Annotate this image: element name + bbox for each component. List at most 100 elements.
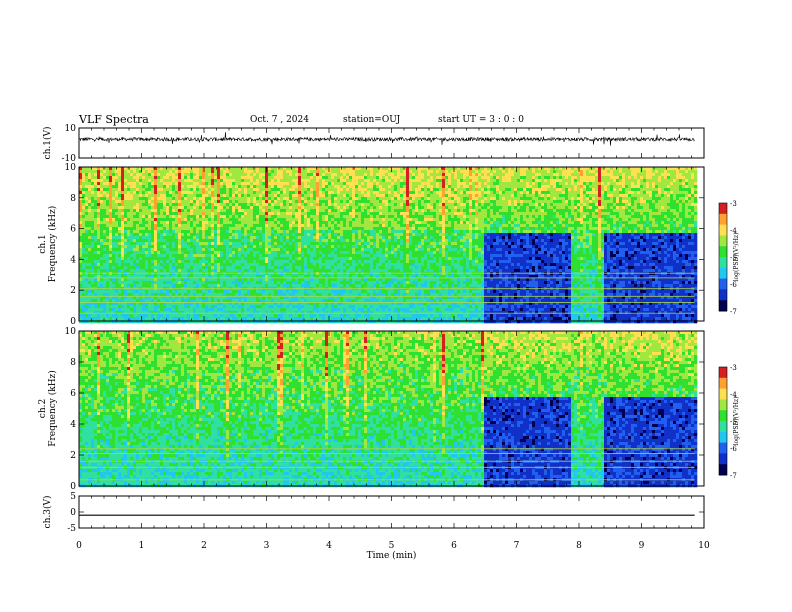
spectrogram-cell [283, 284, 287, 288]
spectrogram-cell [178, 167, 182, 171]
spectrogram-cell [163, 200, 167, 204]
spectrogram-cell [94, 203, 98, 207]
spectrogram-cell [112, 230, 116, 234]
spectrogram-cell [226, 206, 230, 210]
spectrogram-cell [208, 293, 212, 297]
spectrogram-cell [295, 305, 299, 309]
spectrogram-cell [103, 260, 107, 264]
spectrogram-cell [88, 167, 92, 171]
spectrogram-cell [244, 314, 248, 318]
spectrogram-cell [244, 320, 248, 324]
spectrogram-cell [343, 302, 347, 306]
spectrogram-cell [97, 296, 101, 300]
spectrogram-cell [142, 185, 146, 189]
spectrogram-cell [328, 215, 332, 219]
spectrogram-cell [199, 305, 203, 309]
spectrogram-cell [238, 260, 242, 264]
spectrogram-cell [193, 275, 197, 279]
spectrogram-cell [202, 245, 206, 249]
spectrogram-cell [328, 182, 332, 186]
spectrogram-cell [178, 170, 182, 174]
spectrogram-cell [301, 224, 305, 228]
spectrogram-cell [316, 182, 320, 186]
spectrogram-cell [181, 191, 185, 195]
spectrogram-cell [337, 308, 341, 312]
spectrogram-cell [289, 281, 293, 285]
spectrogram-cell [136, 197, 140, 201]
spectrogram-cell [349, 314, 353, 318]
spectrogram-cell [94, 176, 98, 180]
spectrogram-cell [358, 281, 362, 285]
spectrogram-cell [127, 194, 131, 198]
spectrogram-cell [196, 206, 200, 210]
spectrogram-cell [154, 320, 158, 324]
spectrogram-cell [187, 194, 191, 198]
spectrogram-cell [307, 239, 311, 243]
spectrogram-cell [358, 200, 362, 204]
spectrogram-cell [334, 281, 338, 285]
spectrogram-cell [250, 179, 254, 183]
spectrogram-cell [340, 266, 344, 270]
spectrogram-cell [118, 275, 122, 279]
spectrogram-cell [193, 221, 197, 225]
spectrogram-cell [160, 188, 164, 192]
spectrogram-cell [265, 173, 269, 177]
spectrogram-cell [253, 251, 257, 255]
spectrogram-cell [124, 212, 128, 216]
spectrogram-cell [286, 248, 290, 252]
spectrogram-cell [124, 275, 128, 279]
spectrogram-cell [313, 299, 317, 303]
spectrogram-cell [304, 320, 308, 324]
spectrogram-cell [220, 317, 224, 321]
spectrogram-cell [247, 191, 251, 195]
spectrogram-cell [292, 248, 296, 252]
spectrogram-cell [157, 275, 161, 279]
spectrogram-cell [79, 209, 83, 213]
spectrogram-cell [214, 236, 218, 240]
spectrogram-cell [133, 260, 137, 264]
spectrogram-cell [322, 167, 326, 171]
spectrogram-cell [208, 167, 212, 171]
spectrogram-cell [133, 293, 137, 297]
spectrogram-cell [304, 197, 308, 201]
spectrogram-cell [325, 269, 329, 273]
spectrogram-cell [187, 242, 191, 246]
spectrogram-cell [106, 212, 110, 216]
spectrogram-cell [301, 239, 305, 243]
spectrogram-cell [163, 302, 167, 306]
spectrogram-cell [313, 218, 317, 222]
spectrogram-cell [334, 260, 338, 264]
spectrogram-cell [118, 197, 122, 201]
spectrogram-cell [229, 185, 233, 189]
spectrogram-cell [241, 275, 245, 279]
spectrogram-cell [196, 308, 200, 312]
spectrogram-cell [346, 266, 350, 270]
spectrogram-cell [205, 293, 209, 297]
spectrogram-cell [124, 200, 128, 204]
spectrogram-cell [244, 203, 248, 207]
spectrogram-cell [307, 179, 311, 183]
spectrogram-cell [88, 278, 92, 282]
spectrogram-cell [166, 176, 170, 180]
spectrogram-cell [214, 188, 218, 192]
spectrogram-cell [115, 176, 119, 180]
spectrogram-cell [283, 239, 287, 243]
spectrogram-cell [238, 254, 242, 258]
spectrogram-cell [217, 212, 221, 216]
spectrogram-cell [289, 191, 293, 195]
spectrogram-cell [109, 305, 113, 309]
spectrogram-cell [190, 191, 194, 195]
spectrogram-cell [304, 221, 308, 225]
spectrogram-cell [79, 269, 83, 273]
spectrogram-cell [298, 206, 302, 210]
spectrogram-cell [124, 299, 128, 303]
spectrogram-cell [319, 194, 323, 198]
spectrogram-cell [136, 224, 140, 228]
spectrogram-cell [205, 194, 209, 198]
spectrogram-cell [169, 203, 173, 207]
spectrogram-cell [304, 260, 308, 264]
spectrogram-cell [265, 236, 269, 240]
spectrogram-cell [241, 281, 245, 285]
spectrogram-cell [109, 212, 113, 216]
spectrogram-cell [109, 263, 113, 267]
